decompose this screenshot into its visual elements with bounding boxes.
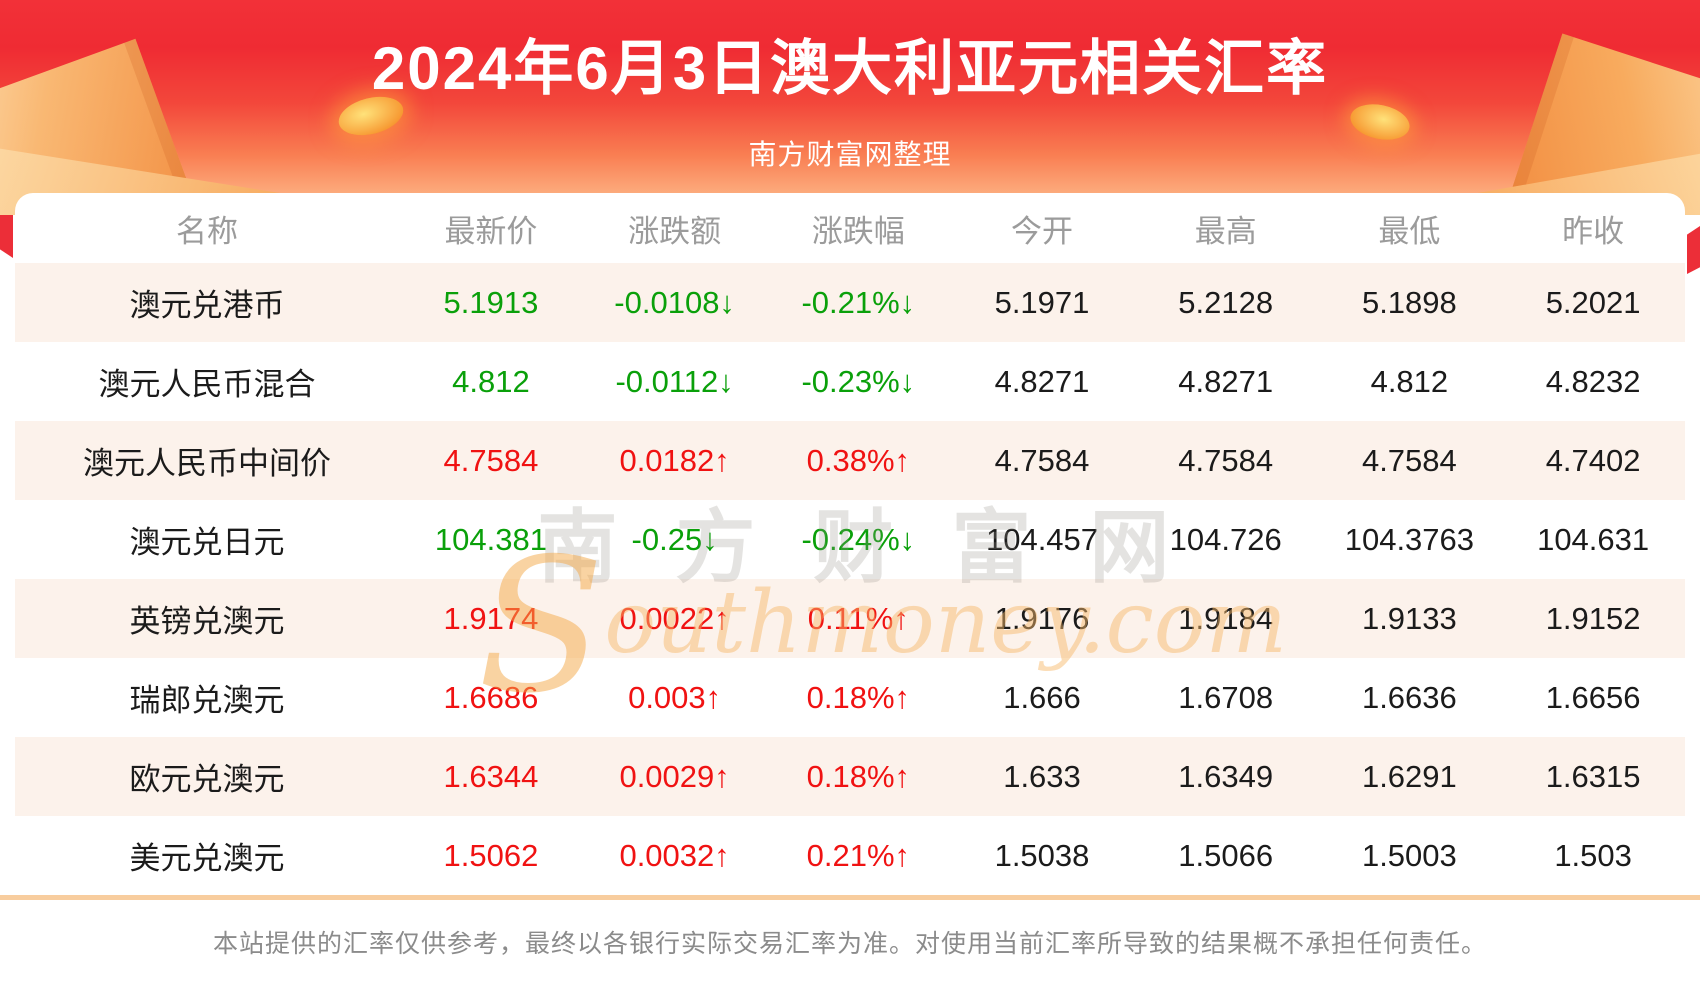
cell-low: 4.7584	[1361, 442, 1457, 478]
page-subtitle: 南方财富网整理	[748, 139, 952, 170]
column-header-7: 最低	[1378, 213, 1441, 249]
table-row: 欧元兑澳元 1.6344 0.0029↑ 0.18%↑ 1.633 1.6349 1.629…	[15, 737, 1685, 816]
cell-low: 1.9133	[1361, 600, 1457, 636]
rates-table: 名称 最新价 涨跌额 涨跌幅 今开 最高 最低 昨收 澳元兑港币 5.1913 -0.0108↓ -…	[15, 193, 1685, 895]
cell-prev_close: 104.631	[1537, 521, 1650, 557]
cell-name: 澳元兑日元	[129, 525, 285, 560]
footer: 本站提供的汇率仅供参考，最终以各银行实际交易汇率为准。对使用当前汇率所导致的结果…	[0, 895, 1700, 1000]
table-row: 英镑兑澳元 1.9174 0.0022↑ 0.11%↑ 1.9176 1.9184 1.91…	[15, 579, 1685, 658]
cell-prev_close: 1.9152	[1545, 600, 1641, 636]
cell-latest: 1.6686	[443, 679, 539, 715]
table-row: 澳元人民币中间价 4.7584 0.0182↑ 0.38%↑ 4.7584 4.7584 4…	[15, 421, 1685, 500]
cell-high: 1.9184	[1178, 600, 1274, 636]
cell-open: 104.457	[985, 521, 1099, 557]
cell-change_pct: 0.21%↑	[806, 837, 911, 873]
cell-change_pct: -0.21%↓	[801, 284, 916, 320]
cell-low: 1.5003	[1361, 837, 1457, 873]
cell-high: 104.726	[1169, 521, 1282, 557]
cell-name: 欧元兑澳元	[129, 762, 285, 797]
cell-change_pct: -0.24%↓	[801, 521, 916, 557]
cell-prev_close: 1.6656	[1545, 679, 1641, 715]
cell-high: 1.6708	[1178, 679, 1274, 715]
cell-name: 英镑兑澳元	[129, 604, 285, 639]
cell-change: 0.0182↑	[619, 442, 730, 478]
cell-open: 1.5038	[994, 837, 1090, 873]
cell-change: 0.0029↑	[619, 758, 730, 794]
cell-open: 1.633	[1003, 758, 1081, 794]
cell-latest: 1.9174	[443, 600, 539, 636]
cell-name: 澳元兑港币	[129, 288, 285, 323]
cell-low: 104.3763	[1344, 521, 1475, 557]
cell-high: 4.7584	[1178, 442, 1274, 478]
cell-change: -0.25↓	[631, 521, 718, 557]
table-row: 澳元兑港币 5.1913 -0.0108↓ -0.21%↓ 5.1971 5.2128 5.…	[15, 263, 1685, 342]
cell-prev_close: 4.7402	[1545, 442, 1641, 478]
cell-change_pct: -0.23%↓	[801, 363, 916, 399]
cell-prev_close: 4.8232	[1545, 363, 1641, 399]
table-row: 澳元人民币混合 4.812 -0.0112↓ -0.23%↓ 4.8271 4.8271 4…	[15, 342, 1685, 421]
cell-change_pct: 0.18%↑	[806, 679, 911, 715]
cell-name: 美元兑澳元	[129, 841, 285, 876]
cell-low: 4.812	[1370, 363, 1449, 399]
table-row: 瑞郎兑澳元 1.6686 0.003↑ 0.18%↑ 1.666 1.6708 1.6636…	[15, 658, 1685, 737]
column-header-6: 最高	[1194, 213, 1257, 249]
cell-name: 瑞郎兑澳元	[129, 683, 285, 718]
cell-change_pct: 0.38%↑	[806, 442, 911, 478]
cell-open: 1.666	[1003, 679, 1081, 715]
banner: 2024年6月3日澳大利亚元相关汇率 南方财富网整理	[0, 0, 1700, 215]
disclaimer-text: 本站提供的汇率仅供参考，最终以各银行实际交易汇率为准。对使用当前汇率所导致的结果…	[212, 930, 1487, 958]
cell-high: 1.6349	[1178, 758, 1274, 794]
cell-latest: 1.5062	[443, 837, 539, 873]
cell-high: 1.5066	[1178, 837, 1274, 873]
table-row: 澳元兑日元 104.381 -0.25↓ -0.24%↓ 104.457 104.726 1…	[15, 500, 1685, 579]
cell-change: 0.003↑	[628, 679, 722, 715]
column-header-1: 名称	[176, 213, 239, 249]
cell-low: 1.6636	[1361, 679, 1457, 715]
cell-high: 4.8271	[1178, 363, 1274, 399]
cell-open: 4.8271	[994, 363, 1090, 399]
red-ribbon-right	[1687, 226, 1700, 274]
rates-table-card: 名称 最新价 涨跌额 涨跌幅 今开 最高 最低 昨收 澳元兑港币 5.1913 -0.0108↓ -…	[15, 193, 1685, 895]
column-header-8: 昨收	[1562, 213, 1625, 249]
cell-name: 澳元人民币混合	[98, 367, 316, 402]
table-row: 美元兑澳元 1.5062 0.0032↑ 0.21%↑ 1.5038 1.5066 1.50…	[15, 816, 1685, 895]
cell-prev_close: 1.6315	[1545, 758, 1641, 794]
column-header-3: 涨跌额	[628, 213, 722, 249]
cell-prev_close: 1.503	[1554, 837, 1632, 873]
cell-open: 5.1971	[994, 284, 1090, 320]
cell-change: 0.0022↑	[619, 600, 730, 636]
column-header-5: 今开	[1011, 213, 1073, 249]
column-header-4: 涨跌幅	[811, 213, 905, 249]
cell-low: 1.6291	[1361, 758, 1457, 794]
cell-name: 澳元人民币中间价	[83, 446, 332, 481]
column-header-2: 最新价	[444, 213, 538, 249]
cell-high: 5.2128	[1178, 284, 1274, 320]
cell-prev_close: 5.2021	[1545, 284, 1641, 320]
page-title: 2024年6月3日澳大利亚元相关汇率	[371, 35, 1329, 102]
cell-latest: 5.1913	[443, 284, 539, 320]
cell-open: 4.7584	[994, 442, 1090, 478]
table-header-row: 名称 最新价 涨跌额 涨跌幅 今开 最高 最低 昨收	[15, 193, 1685, 263]
cell-latest: 104.381	[434, 521, 547, 557]
cell-change: -0.0112↓	[615, 363, 734, 399]
cell-low: 5.1898	[1361, 284, 1457, 320]
cell-change: -0.0108↓	[614, 284, 735, 320]
cell-latest: 4.812	[452, 363, 530, 399]
cell-change: 0.0032↑	[619, 837, 730, 873]
cell-latest: 1.6344	[443, 758, 539, 794]
cell-latest: 4.7584	[443, 442, 539, 478]
cell-change_pct: 0.18%↑	[806, 758, 911, 794]
cell-open: 1.9176	[994, 600, 1090, 636]
cell-change_pct: 0.11%↑	[807, 600, 909, 636]
